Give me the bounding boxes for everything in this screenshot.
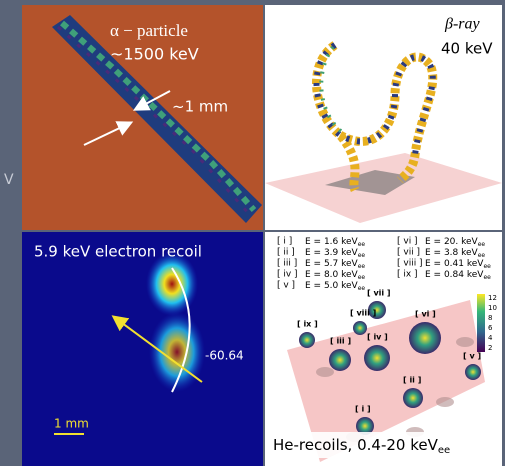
shadow-blob	[456, 337, 474, 347]
scale-label: 1 mm	[54, 417, 89, 431]
legend-energy: E = 5.7 keV	[305, 259, 359, 269]
recoil-label: [ ii ]	[403, 376, 421, 385]
recoil-blob	[329, 349, 351, 371]
panel-beta: β-ray 40 keV	[265, 5, 502, 230]
legend-id: [ iii ]	[277, 259, 297, 269]
legend-id: [ iv ]	[277, 270, 298, 280]
recoil-label: [ ix ]	[297, 320, 318, 329]
annotation: ~1 mm	[172, 98, 228, 116]
recoil-blob	[403, 388, 423, 408]
legend-sub: ee	[478, 241, 486, 248]
legend-text: E = 20. keVee	[425, 237, 485, 248]
subtitle: 40 keV	[441, 40, 493, 58]
recoil-blob	[364, 345, 390, 371]
colorbar-tick: 8	[488, 314, 492, 322]
edge-glyph: V	[4, 172, 14, 188]
colorbar-tick: 12	[488, 294, 497, 302]
legend-sub: ee	[478, 252, 486, 259]
legend-sub: ee	[358, 241, 366, 248]
panel-alpha: α − particle ~1500 keV ~1 mm	[22, 5, 263, 230]
legend-energy: E = 8.0 keV	[305, 270, 359, 280]
subtitle: ~1500 keV	[110, 45, 199, 64]
legend-sub: ee	[483, 274, 491, 281]
shadow-blob	[316, 367, 334, 377]
recoil-label: [ iii ]	[330, 337, 351, 346]
legend-id: [ vi ]	[397, 237, 418, 247]
legend-text: E = 8.0 keVee	[305, 270, 365, 281]
panel-he: [ i ]E = 1.6 keVee[ ii ]E = 3.9 keVee[ i…	[265, 232, 502, 466]
legend-text: E = 1.6 keVee	[305, 237, 365, 248]
legend-sub: ee	[358, 274, 366, 281]
legend-id: [ ii ]	[277, 248, 295, 258]
legend-energy: E = 0.84 keV	[425, 270, 484, 280]
colorbar	[477, 294, 485, 352]
title: α − particle	[110, 21, 188, 40]
legend-energy: E = 1.6 keV	[305, 237, 359, 247]
legend-text: E = 5.7 keVee	[305, 259, 365, 270]
legend-energy: E = 3.9 keV	[305, 248, 359, 258]
legend-text: E = 3.8 keVee	[425, 248, 485, 259]
legend-sub: ee	[358, 263, 366, 270]
angle-label: -60.64	[205, 349, 244, 363]
legend-text: E = 0.84 keVee	[425, 270, 491, 281]
legend-text: E = 3.9 keVee	[305, 248, 365, 259]
recoil-blob	[299, 332, 315, 348]
legend-id: [ v ]	[277, 281, 295, 291]
recoil-blob	[465, 364, 481, 380]
legend-sub: ee	[358, 285, 366, 292]
title: 5.9 keV electron recoil	[34, 243, 202, 261]
caption: He-recoils, 0.4-20 keVee	[273, 436, 450, 457]
legend-id: [ viii ]	[397, 259, 423, 269]
shadow-blob	[436, 397, 454, 407]
title: β-ray	[444, 16, 481, 33]
recoil-blob	[409, 322, 441, 354]
legend-id: [ i ]	[277, 237, 292, 247]
legend-id: [ ix ]	[397, 270, 418, 280]
legend-sub: ee	[483, 263, 491, 270]
legend-text: E = 0.41 keVee	[425, 259, 491, 270]
colorbar-tick: 10	[488, 304, 497, 312]
colorbar-tick: 6	[488, 324, 493, 332]
legend-energy: E = 0.41 keV	[425, 259, 484, 269]
recoil-label: [ i ]	[355, 405, 371, 414]
recoil-label: [ vi ]	[415, 310, 436, 319]
caption-main: He-recoils, 0.4-20 keV	[273, 436, 439, 454]
figure: V α − particle ~1500 keV ~1 mm β-ray 40 …	[0, 0, 505, 466]
panel-electron: -60.64 5.9 keV electron recoil 1 mm	[22, 232, 263, 466]
caption-sub: ee	[438, 445, 450, 456]
recoil-blob	[353, 321, 367, 335]
blob	[146, 252, 198, 316]
recoil-label: [ v ]	[463, 352, 481, 361]
legend-energy: E = 20. keV	[425, 237, 479, 247]
legend-energy: E = 3.8 keV	[425, 248, 479, 258]
colorbar-tick: 2	[488, 344, 492, 352]
recoil-label: [ viii ]	[350, 309, 376, 318]
recoil-label: [ vii ]	[367, 289, 391, 298]
recoil-label: [ iv ]	[367, 333, 388, 342]
legend-energy: E = 5.0 keV	[305, 281, 359, 291]
colorbar-tick: 4	[488, 334, 493, 342]
legend-text: E = 5.0 keVee	[305, 281, 365, 292]
legend-id: [ vii ]	[397, 248, 420, 258]
legend-sub: ee	[358, 252, 366, 259]
